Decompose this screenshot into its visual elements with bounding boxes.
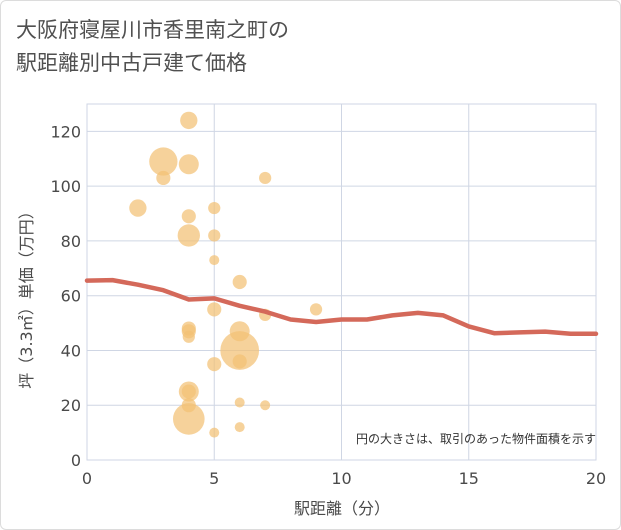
bubble-point <box>259 171 272 185</box>
bubble-point <box>229 321 250 342</box>
bubble-point <box>309 303 323 316</box>
trend-line-series <box>84 277 599 337</box>
y-tick-label: 60 <box>61 287 81 306</box>
x-tick-label: 5 <box>209 469 219 488</box>
chart-title: 大阪府寝屋川市香里南之町の 駅距離別中古戸建て価格 <box>16 14 436 80</box>
bubble-point <box>234 397 245 408</box>
y-tick-label: 40 <box>61 341 81 360</box>
bubble-point <box>208 201 221 215</box>
bubble-point <box>181 209 196 224</box>
bubble-point <box>220 331 260 370</box>
bubble-point <box>181 384 196 399</box>
chart-title-line-2: 駅距離別中古戸建て価格 <box>16 51 247 75</box>
bubble-point <box>181 398 196 413</box>
chart-title-line-1: 大阪府寝屋川市香里南之町の <box>16 18 289 42</box>
y-tick-label: 120 <box>50 122 81 141</box>
axis-ticks: 0 20 40 60 80 100 120 0 5 10 15 20 <box>50 122 606 488</box>
trend-line <box>84 277 599 337</box>
x-axis-title: 駅距離（分） <box>294 499 390 518</box>
x-tick-label: 20 <box>586 469 606 488</box>
y-tick-label: 20 <box>61 396 81 415</box>
bubble-point <box>182 330 195 343</box>
x-tick-label: 15 <box>459 469 479 488</box>
bubble-point <box>260 400 271 411</box>
bubble-point <box>209 427 220 438</box>
bubble-point <box>180 111 198 130</box>
grid-lines <box>86 103 597 461</box>
x-tick-label: 0 <box>82 469 92 488</box>
bubble-point <box>177 224 200 247</box>
y-tick-label: 80 <box>61 232 81 251</box>
bubble-point <box>234 422 245 433</box>
bubble-point <box>172 403 205 435</box>
bubble-point <box>232 274 247 290</box>
bubble-point <box>207 357 222 372</box>
bubble-point <box>149 147 178 176</box>
x-tick-label: 10 <box>331 469 351 488</box>
bubble-point <box>209 255 220 266</box>
bubble-point <box>178 154 199 175</box>
y-tick-label: 100 <box>50 177 81 196</box>
bubble-point <box>207 302 222 317</box>
y-axis-title: 坪（3.3㎡）単価（万円） <box>17 203 36 388</box>
bubble-point <box>208 229 221 242</box>
bubble-point <box>232 354 247 369</box>
size-note: 円の大きさは、取引のあった物件面積を示す <box>356 431 596 446</box>
y-tick-label: 0 <box>71 451 81 470</box>
bubble-point <box>156 170 171 186</box>
bubble-point <box>129 199 147 217</box>
bubble-series <box>129 111 323 438</box>
